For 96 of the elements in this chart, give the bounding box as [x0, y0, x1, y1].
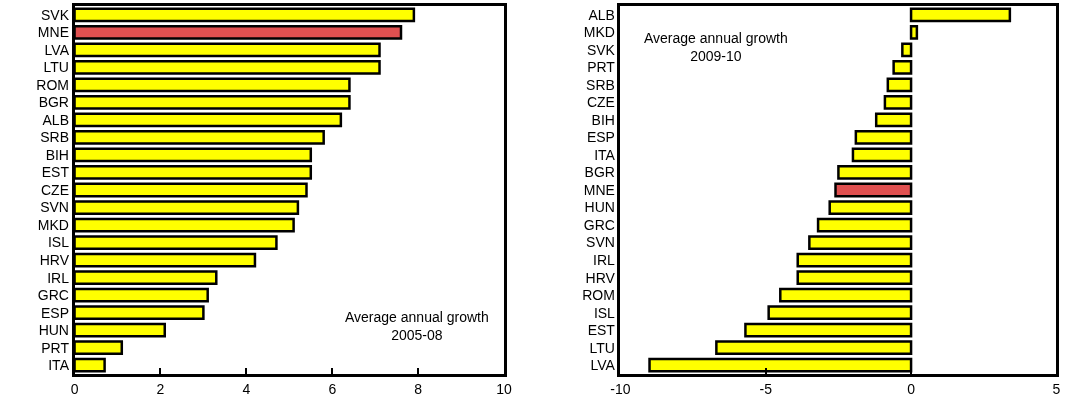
bar — [74, 217, 295, 233]
y-tick-label: SVN — [40, 199, 69, 216]
y-tick-label: GRC — [37, 287, 69, 304]
y-tick-label: SVN — [586, 234, 615, 251]
bar — [883, 95, 913, 110]
bar — [779, 287, 913, 303]
bar — [74, 305, 205, 321]
bar — [808, 235, 913, 250]
y-tick-label: MKD — [583, 24, 615, 41]
bar — [74, 147, 313, 163]
bar — [74, 59, 381, 75]
y-tick-label: EST — [41, 164, 70, 181]
bar — [74, 287, 209, 303]
y-tick-label: ALB — [42, 111, 69, 128]
y-tick-label: PRT — [41, 339, 70, 356]
y-tick-label: MNE — [583, 181, 615, 198]
bar — [74, 252, 257, 268]
y-tick-label: PRT — [587, 59, 616, 76]
y-tick-label: IRL — [47, 269, 70, 286]
bar — [74, 42, 381, 58]
y-tick-label: BIH — [591, 111, 615, 128]
y-tick-label: ISL — [593, 304, 616, 321]
annotation: Average annual growth 2009-10 — [644, 30, 788, 65]
bar — [648, 357, 913, 373]
y-tick-label: CZE — [40, 181, 69, 198]
bar — [854, 130, 913, 145]
y-tick-label: ROM — [36, 76, 69, 93]
bar — [874, 112, 913, 128]
y-tick-label: HUN — [38, 322, 69, 339]
bar — [837, 165, 913, 180]
x-tick-label: 6 — [328, 380, 337, 397]
y-tick-label: MKD — [37, 216, 69, 233]
bar — [74, 270, 218, 285]
bar — [851, 147, 913, 163]
y-tick-label: LVA — [44, 41, 70, 58]
x-tick-label: -10 — [610, 380, 631, 397]
y-tick-label: SRB — [586, 76, 615, 93]
bar — [834, 182, 913, 198]
y-tick-label: ESP — [40, 304, 69, 321]
bar — [74, 235, 278, 250]
bar — [74, 357, 106, 373]
y-tick-label: GRC — [583, 216, 615, 233]
bar — [796, 252, 913, 268]
bar — [74, 112, 343, 128]
y-tick-label: LTU — [589, 339, 615, 356]
y-tick-label: SVK — [586, 41, 616, 58]
bar — [74, 200, 300, 215]
y-tick-label: BGR — [584, 164, 615, 181]
bar — [74, 322, 166, 338]
y-tick-label: SRB — [40, 129, 69, 146]
bar — [909, 7, 1012, 23]
y-tick-label: HUN — [584, 199, 615, 216]
bar — [74, 24, 403, 40]
y-tick-label: ITA — [48, 357, 70, 374]
y-tick-label: MNE — [37, 24, 69, 41]
bar — [767, 305, 913, 321]
x-tick-label: 8 — [414, 380, 423, 397]
y-tick-label: ESP — [586, 129, 615, 146]
x-tick-label: 4 — [242, 380, 251, 397]
bar — [744, 322, 913, 338]
y-tick-label: HRV — [39, 252, 70, 268]
bar — [901, 42, 913, 58]
bar — [74, 165, 313, 180]
bar — [715, 340, 913, 356]
y-tick-label: SVK — [40, 6, 70, 23]
bar — [886, 77, 913, 93]
bar — [909, 24, 919, 40]
y-tick-label: ROM — [582, 287, 615, 304]
y-tick-label: LVA — [590, 357, 616, 374]
x-tick-label: 5 — [1052, 380, 1061, 397]
y-tick-label: CZE — [586, 94, 615, 111]
y-tick-label: LTU — [43, 59, 69, 76]
bar — [796, 270, 913, 285]
bar — [74, 7, 416, 23]
bar — [74, 182, 308, 198]
y-tick-label: ALB — [588, 6, 615, 23]
bar — [892, 59, 913, 75]
bar — [74, 77, 351, 93]
y-tick-label: BGR — [38, 94, 69, 111]
bar — [74, 95, 351, 110]
x-tick-label: 0 — [907, 380, 916, 397]
y-tick-label: EST — [587, 322, 616, 339]
bar — [828, 200, 913, 215]
x-tick-label: 10 — [496, 380, 513, 397]
y-tick-label: HRV — [585, 269, 616, 286]
x-tick-label: -5 — [759, 380, 773, 397]
annotation: Average annual growth 2005-08 — [345, 309, 489, 344]
bar — [74, 340, 124, 356]
bar — [74, 130, 325, 145]
y-tick-label: ITA — [594, 146, 616, 163]
y-tick-label: ISL — [47, 234, 70, 251]
y-tick-label: BIH — [45, 146, 69, 163]
bar — [816, 217, 913, 233]
x-tick-label: 2 — [156, 380, 165, 397]
x-tick-label: 0 — [70, 380, 79, 397]
y-tick-label: IRL — [593, 252, 616, 268]
